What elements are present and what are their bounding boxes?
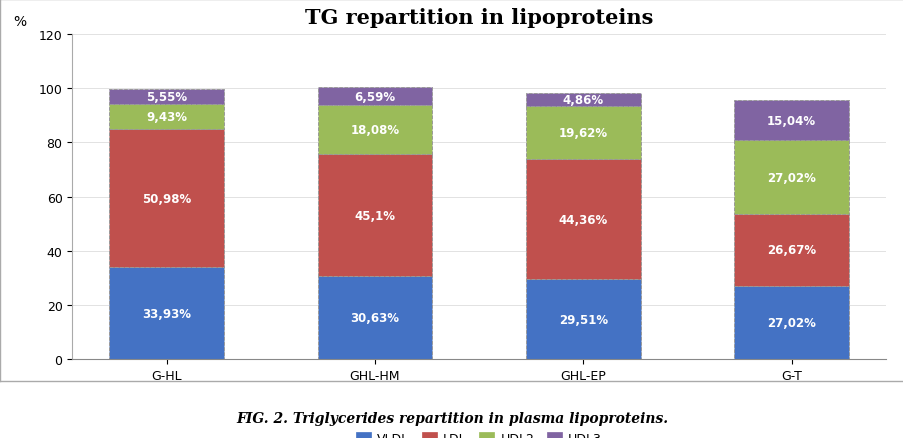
Bar [526, 106, 640, 159]
Text: 15,04%: 15,04% [767, 114, 815, 127]
Text: FIG. 2. Triglycerides repartition in plasma lipoproteins.: FIG. 2. Triglycerides repartition in pla… [236, 411, 667, 425]
Bar [733, 141, 848, 214]
Text: 9,43%: 9,43% [146, 111, 187, 124]
Bar [526, 94, 640, 106]
Text: 27,02%: 27,02% [767, 316, 815, 329]
Text: %: % [13, 14, 26, 28]
Bar [526, 279, 640, 359]
Text: 45,1%: 45,1% [354, 209, 395, 222]
Text: 6,59%: 6,59% [354, 90, 396, 103]
Text: 50,98%: 50,98% [142, 192, 191, 205]
Text: 26,67%: 26,67% [767, 244, 815, 257]
Text: 18,08%: 18,08% [350, 124, 399, 137]
Text: 33,93%: 33,93% [142, 307, 191, 320]
Bar [109, 89, 224, 104]
Bar [317, 276, 432, 359]
Bar [109, 268, 224, 359]
Text: 19,62%: 19,62% [558, 127, 607, 140]
Bar [526, 159, 640, 279]
Bar [317, 155, 432, 276]
Text: 4,86%: 4,86% [562, 94, 603, 106]
Text: 5,55%: 5,55% [146, 90, 187, 103]
Bar [733, 101, 848, 141]
Text: 29,51%: 29,51% [558, 313, 607, 326]
Bar [109, 104, 224, 130]
Legend: VLDL, LDL, HDL2, HDL3: VLDL, LDL, HDL2, HDL3 [350, 427, 607, 438]
Bar [733, 286, 848, 359]
Bar [317, 106, 432, 155]
Bar [733, 214, 848, 286]
Title: TG repartition in lipoproteins: TG repartition in lipoproteins [304, 8, 653, 28]
Text: 27,02%: 27,02% [767, 171, 815, 184]
Text: 44,36%: 44,36% [558, 213, 607, 226]
Bar [317, 88, 432, 106]
Bar [109, 130, 224, 268]
Text: 30,63%: 30,63% [350, 311, 399, 324]
